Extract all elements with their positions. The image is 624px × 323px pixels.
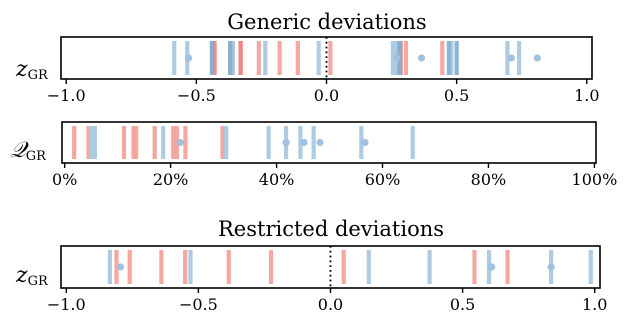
x-tick-label: 100%: [572, 170, 618, 189]
strip-marker: [488, 263, 496, 271]
panel-2-ylabel-sub: GR: [26, 149, 47, 164]
panel-2-ylabel-main: 𝒬: [10, 138, 29, 163]
x-tick-label: −0.5: [177, 86, 216, 105]
x-tick-label: 60%: [365, 170, 401, 189]
strip-marker: [300, 138, 308, 147]
strip-marker: [116, 263, 125, 271]
panel-1-ylabel: zGR: [15, 57, 49, 83]
strip-marker: [507, 54, 515, 62]
x-tick-label: 0.0: [318, 295, 343, 314]
strip-marker: [547, 263, 555, 271]
panel-2-ylabel: 𝒬GR: [10, 138, 47, 164]
panel-2-ticks: 0% 20% 40% 60% 80% 100%: [52, 163, 617, 189]
x-tick-label: −0.5: [179, 295, 218, 314]
strip-marker: [316, 138, 324, 147]
strip-marker: [184, 54, 193, 62]
panel-1-ticks: −1.0 −0.5 0.0 0.5 1.0: [47, 79, 600, 105]
panel-quality: 𝒬GR 0% 20% 40% 60% 80% 100%: [10, 121, 617, 189]
x-tick-label: 1.0: [582, 295, 607, 314]
x-tick-label: 0%: [52, 170, 77, 189]
panel-generic-deviations: Generic deviations zGR −1.0 −0.5 0.0 0.5 1.0: [15, 10, 600, 105]
panel-1-ylabel-sub: GR: [28, 68, 49, 83]
x-tick-label: 0.0: [314, 86, 339, 105]
panel-3-ylabel-sub: GR: [28, 274, 49, 289]
panel-3-marks: [107, 246, 593, 288]
x-tick-label: −1.0: [47, 86, 86, 105]
x-tick-label: 0.5: [450, 295, 475, 314]
panel-restricted-deviations: Restricted deviations zGR −1.0 −0.5 0.0 0.5…: [15, 217, 607, 314]
strip-marker: [282, 138, 290, 147]
strip-marker: [393, 54, 401, 62]
panel-1-title: Generic deviations: [227, 10, 426, 34]
strip-marker: [361, 138, 369, 147]
panel-2-frame: [61, 121, 597, 164]
x-tick-label: 40%: [259, 170, 295, 189]
x-tick-label: 0.5: [444, 86, 469, 105]
panel-3-ylabel-main: z: [15, 263, 28, 288]
panel-3-title: Restricted deviations: [218, 217, 444, 241]
strip-marker: [533, 54, 541, 62]
panel-2-marks: [72, 126, 415, 159]
x-tick-label: 1.0: [574, 86, 599, 105]
panel-3-ylabel: zGR: [15, 263, 49, 289]
x-tick-label: −1.0: [47, 295, 86, 314]
panel-1-ylabel-main: z: [15, 57, 28, 82]
x-tick-label: 20%: [153, 170, 189, 189]
strip-marker: [176, 138, 184, 147]
panel-1-marks: [172, 37, 541, 79]
strip-marker: [417, 54, 426, 62]
panel-3-ticks: −1.0 −0.5 0.0 0.5 1.0: [47, 288, 607, 314]
x-tick-label: 80%: [471, 170, 507, 189]
